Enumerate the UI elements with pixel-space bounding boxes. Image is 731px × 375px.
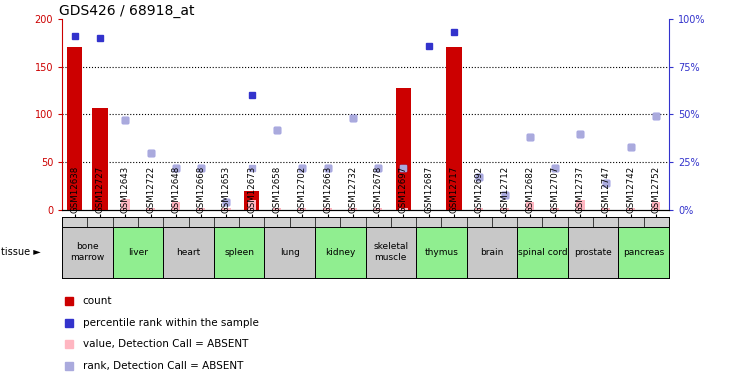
- Bar: [349, 208, 357, 210]
- Text: spinal cord: spinal cord: [518, 248, 567, 256]
- Text: heart: heart: [176, 248, 201, 256]
- Bar: [163, 227, 213, 278]
- Bar: [213, 227, 265, 278]
- Bar: [323, 208, 332, 210]
- Text: brain: brain: [480, 248, 504, 256]
- Text: liver: liver: [128, 248, 148, 256]
- Bar: [113, 227, 163, 278]
- Bar: [197, 208, 205, 210]
- Bar: [248, 200, 256, 210]
- Bar: [67, 48, 83, 210]
- Bar: [447, 48, 461, 210]
- Text: rank, Detection Call = ABSENT: rank, Detection Call = ABSENT: [83, 361, 243, 371]
- Bar: [374, 208, 382, 210]
- Bar: [652, 202, 660, 210]
- Bar: [315, 227, 366, 278]
- Bar: [121, 198, 129, 210]
- Bar: [298, 208, 306, 210]
- Bar: [626, 208, 635, 210]
- Bar: [551, 208, 559, 210]
- Bar: [526, 202, 534, 210]
- Text: tissue ►: tissue ►: [1, 247, 40, 257]
- Text: value, Detection Call = ABSENT: value, Detection Call = ABSENT: [83, 339, 248, 350]
- Bar: [518, 227, 568, 278]
- Bar: [399, 208, 408, 210]
- Text: lung: lung: [280, 248, 300, 256]
- Bar: [172, 202, 180, 210]
- Bar: [92, 108, 107, 210]
- Bar: [62, 227, 113, 278]
- Bar: [366, 227, 416, 278]
- Text: bone
marrow: bone marrow: [70, 243, 105, 262]
- Bar: [568, 227, 618, 278]
- Bar: [501, 208, 509, 210]
- Bar: [475, 208, 483, 210]
- Text: thymus: thymus: [425, 248, 458, 256]
- Text: GDS426 / 68918_at: GDS426 / 68918_at: [59, 4, 194, 18]
- Text: spleen: spleen: [224, 248, 254, 256]
- Bar: [273, 208, 281, 210]
- Text: skeletal
muscle: skeletal muscle: [374, 243, 409, 262]
- Bar: [466, 227, 518, 278]
- Bar: [602, 208, 610, 210]
- Bar: [618, 227, 669, 278]
- Text: percentile rank within the sample: percentile rank within the sample: [83, 318, 258, 328]
- Bar: [265, 227, 315, 278]
- Text: kidney: kidney: [325, 248, 355, 256]
- Text: prostate: prostate: [574, 248, 612, 256]
- Bar: [416, 227, 466, 278]
- Text: count: count: [83, 296, 112, 306]
- Bar: [222, 208, 230, 210]
- Bar: [395, 88, 411, 210]
- Bar: [146, 208, 155, 210]
- Bar: [244, 191, 260, 210]
- Text: pancreas: pancreas: [623, 248, 664, 256]
- Bar: [576, 200, 585, 210]
